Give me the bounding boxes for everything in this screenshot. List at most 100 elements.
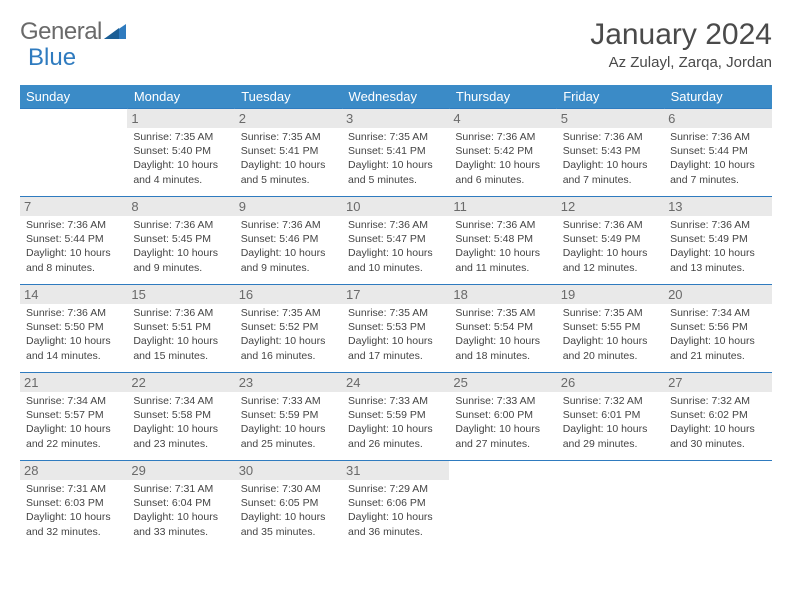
day-details: Sunrise: 7:31 AMSunset: 6:04 PMDaylight:…: [133, 482, 228, 539]
calendar-cell: 31 Sunrise: 7:29 AMSunset: 6:06 PMDayligh…: [342, 461, 449, 549]
weekday-header: Sunday: [20, 85, 127, 109]
day-number: 14: [20, 285, 127, 304]
day-number: 29: [127, 461, 234, 480]
day-number: 28: [20, 461, 127, 480]
weekday-header: Thursday: [449, 85, 556, 109]
day-number: 27: [664, 373, 771, 392]
calendar-cell: 15 Sunrise: 7:36 AMSunset: 5:51 PMDayligh…: [127, 285, 234, 373]
day-number: 16: [235, 285, 342, 304]
day-details: Sunrise: 7:36 AMSunset: 5:51 PMDaylight:…: [133, 306, 228, 363]
weekday-header: Wednesday: [342, 85, 449, 109]
day-details: Sunrise: 7:36 AMSunset: 5:44 PMDaylight:…: [670, 130, 765, 187]
logo-text-general: General: [20, 18, 102, 46]
day-number: 5: [557, 109, 664, 128]
calendar-cell: 2Sunrise: 7:35 AMSunset: 5:41 PMDaylight…: [235, 109, 342, 197]
day-details: Sunrise: 7:34 AMSunset: 5:56 PMDaylight:…: [670, 306, 765, 363]
day-number: 22: [127, 373, 234, 392]
header: General January 2024 Az Zulayl, Zarqa, J…: [20, 18, 772, 71]
calendar-cell: 5 Sunrise: 7:36 AMSunset: 5:43 PMDaylight…: [557, 109, 664, 197]
calendar-cell-empty: [664, 461, 771, 549]
day-details: Sunrise: 7:36 AMSunset: 5:44 PMDaylight:…: [26, 218, 121, 275]
calendar-cell: 1Sunrise: 7:35 AMSunset: 5:40 PMDaylight…: [127, 109, 234, 197]
calendar-header-row: SundayMondayTuesdayWednesdayThursdayFrid…: [20, 85, 772, 109]
calendar-cell: 10Sunrise: 7:36 AMSunset: 5:47 PMDayligh…: [342, 197, 449, 285]
day-number: 19: [557, 285, 664, 304]
day-details: Sunrise: 7:32 AMSunset: 6:02 PMDaylight:…: [670, 394, 765, 451]
day-details: Sunrise: 7:34 AMSunset: 5:58 PMDaylight:…: [133, 394, 228, 451]
calendar-cell: 20 Sunrise: 7:34 AMSunset: 5:56 PMDayligh…: [664, 285, 771, 373]
logo-triangle-icon: [104, 18, 126, 46]
title-block: January 2024 Az Zulayl, Zarqa, Jordan: [590, 18, 772, 71]
calendar-cell: 11Sunrise: 7:36 AMSunset: 5:48 PMDayligh…: [449, 197, 556, 285]
calendar-row: 14 Sunrise: 7:36 AMSunset: 5:50 PMDayligh…: [20, 285, 772, 373]
weekday-header: Saturday: [664, 85, 771, 109]
day-number: 2: [235, 109, 342, 128]
day-details: Sunrise: 7:31 AMSunset: 6:03 PMDaylight:…: [26, 482, 121, 539]
day-details: Sunrise: 7:36 AMSunset: 5:45 PMDaylight:…: [133, 218, 228, 275]
day-details: Sunrise: 7:32 AMSunset: 6:01 PMDaylight:…: [563, 394, 658, 451]
calendar-cell: 30 Sunrise: 7:30 AMSunset: 6:05 PMDayligh…: [235, 461, 342, 549]
month-title: January 2024: [590, 18, 772, 52]
calendar-cell: 25 Sunrise: 7:33 AMSunset: 6:00 PMDayligh…: [449, 373, 556, 461]
calendar-cell: 21 Sunrise: 7:34 AMSunset: 5:57 PMDayligh…: [20, 373, 127, 461]
calendar-row: 1Sunrise: 7:35 AMSunset: 5:40 PMDaylight…: [20, 109, 772, 197]
calendar-cell: 22 Sunrise: 7:34 AMSunset: 5:58 PMDayligh…: [127, 373, 234, 461]
day-number: 20: [664, 285, 771, 304]
calendar-cell: 24Sunrise: 7:33 AMSunset: 5:59 PMDayligh…: [342, 373, 449, 461]
day-details: Sunrise: 7:35 AMSunset: 5:52 PMDaylight:…: [241, 306, 336, 363]
day-number: 23: [235, 373, 342, 392]
day-details: Sunrise: 7:36 AMSunset: 5:43 PMDaylight:…: [563, 130, 658, 187]
calendar-row: 28 Sunrise: 7:31 AMSunset: 6:03 PMDayligh…: [20, 461, 772, 549]
calendar-cell: 13 Sunrise: 7:36 AMSunset: 5:49 PMDayligh…: [664, 197, 771, 285]
calendar-cell: 28 Sunrise: 7:31 AMSunset: 6:03 PMDayligh…: [20, 461, 127, 549]
day-number: 24: [342, 373, 449, 392]
day-number: 25: [449, 373, 556, 392]
day-details: Sunrise: 7:35 AMSunset: 5:55 PMDaylight:…: [563, 306, 658, 363]
calendar-cell: 6 Sunrise: 7:36 AMSunset: 5:44 PMDaylight…: [664, 109, 771, 197]
day-details: Sunrise: 7:35 AMSunset: 5:54 PMDaylight:…: [455, 306, 550, 363]
calendar-cell: 4 Sunrise: 7:36 AMSunset: 5:42 PMDaylight…: [449, 109, 556, 197]
logo: General: [20, 18, 126, 46]
calendar-cell: 23 Sunrise: 7:33 AMSunset: 5:59 PMDayligh…: [235, 373, 342, 461]
day-details: Sunrise: 7:34 AMSunset: 5:57 PMDaylight:…: [26, 394, 121, 451]
calendar-cell: 17 Sunrise: 7:35 AMSunset: 5:53 PMDayligh…: [342, 285, 449, 373]
day-details: Sunrise: 7:33 AMSunset: 6:00 PMDaylight:…: [455, 394, 550, 451]
day-number: 1: [127, 109, 234, 128]
day-details: Sunrise: 7:33 AMSunset: 5:59 PMDaylight:…: [241, 394, 336, 451]
day-details: Sunrise: 7:36 AMSunset: 5:49 PMDaylight:…: [670, 218, 765, 275]
day-number: 17: [342, 285, 449, 304]
day-number: 6: [664, 109, 771, 128]
weekday-header: Monday: [127, 85, 234, 109]
calendar-cell: 18Sunrise: 7:35 AMSunset: 5:54 PMDayligh…: [449, 285, 556, 373]
day-number: 15: [127, 285, 234, 304]
day-details: Sunrise: 7:36 AMSunset: 5:42 PMDaylight:…: [455, 130, 550, 187]
calendar-table: SundayMondayTuesdayWednesdayThursdayFrid…: [20, 85, 772, 549]
day-number: 13: [664, 197, 771, 216]
calendar-cell: 7 Sunrise: 7:36 AMSunset: 5:44 PMDaylight…: [20, 197, 127, 285]
calendar-body: 1Sunrise: 7:35 AMSunset: 5:40 PMDaylight…: [20, 109, 772, 549]
day-number: 26: [557, 373, 664, 392]
day-number: 7: [20, 197, 127, 216]
day-number: 4: [449, 109, 556, 128]
calendar-cell: 12Sunrise: 7:36 AMSunset: 5:49 PMDayligh…: [557, 197, 664, 285]
day-details: Sunrise: 7:30 AMSunset: 6:05 PMDaylight:…: [241, 482, 336, 539]
day-details: Sunrise: 7:35 AMSunset: 5:53 PMDaylight:…: [348, 306, 443, 363]
calendar-cell-empty: [449, 461, 556, 549]
day-details: Sunrise: 7:36 AMSunset: 5:47 PMDaylight:…: [348, 218, 443, 275]
calendar-cell-empty: [20, 109, 127, 197]
calendar-cell: 8 Sunrise: 7:36 AMSunset: 5:45 PMDaylight…: [127, 197, 234, 285]
calendar-cell: 14 Sunrise: 7:36 AMSunset: 5:50 PMDayligh…: [20, 285, 127, 373]
day-number: 8: [127, 197, 234, 216]
day-number: 30: [235, 461, 342, 480]
weekday-header: Tuesday: [235, 85, 342, 109]
day-details: Sunrise: 7:36 AMSunset: 5:50 PMDaylight:…: [26, 306, 121, 363]
day-number: 3: [342, 109, 449, 128]
calendar-cell: 27 Sunrise: 7:32 AMSunset: 6:02 PMDayligh…: [664, 373, 771, 461]
day-number: 31: [342, 461, 449, 480]
calendar-cell: 9Sunrise: 7:36 AMSunset: 5:46 PMDaylight…: [235, 197, 342, 285]
day-details: Sunrise: 7:29 AMSunset: 6:06 PMDaylight:…: [348, 482, 443, 539]
day-number: 12: [557, 197, 664, 216]
calendar-cell: 29 Sunrise: 7:31 AMSunset: 6:04 PMDayligh…: [127, 461, 234, 549]
calendar-cell: 16 Sunrise: 7:35 AMSunset: 5:52 PMDayligh…: [235, 285, 342, 373]
day-number: 21: [20, 373, 127, 392]
